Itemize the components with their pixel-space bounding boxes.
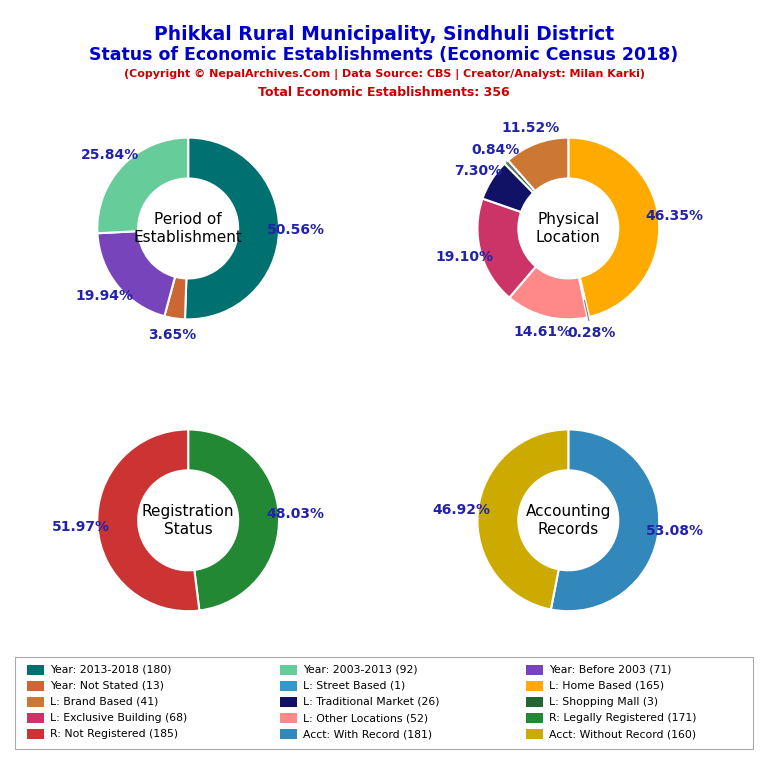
Text: 3.65%: 3.65%: [148, 327, 197, 342]
Wedge shape: [505, 161, 535, 193]
Text: 48.03%: 48.03%: [266, 507, 324, 521]
Wedge shape: [478, 199, 536, 298]
Wedge shape: [164, 276, 187, 319]
Text: 50.56%: 50.56%: [266, 223, 324, 237]
Text: L: Other Locations (52): L: Other Locations (52): [303, 713, 429, 723]
Wedge shape: [551, 429, 659, 611]
Text: Acct: Without Record (160): Acct: Without Record (160): [549, 729, 697, 740]
Wedge shape: [508, 137, 568, 191]
Text: 19.10%: 19.10%: [435, 250, 494, 263]
Text: 53.08%: 53.08%: [646, 524, 704, 538]
Text: 19.94%: 19.94%: [76, 289, 134, 303]
Text: L: Brand Based (41): L: Brand Based (41): [50, 697, 158, 707]
Text: 46.92%: 46.92%: [432, 503, 491, 517]
Text: L: Street Based (1): L: Street Based (1): [303, 680, 406, 691]
Text: R: Not Registered (185): R: Not Registered (185): [50, 729, 178, 740]
Text: 14.61%: 14.61%: [513, 326, 571, 339]
Text: (Copyright © NepalArchives.Com | Data Source: CBS | Creator/Analyst: Milan Karki: (Copyright © NepalArchives.Com | Data So…: [124, 69, 644, 80]
Text: 0.84%: 0.84%: [471, 143, 519, 174]
Wedge shape: [98, 137, 188, 233]
Text: Period of
Establishment: Period of Establishment: [134, 212, 243, 245]
Text: Accounting
Records: Accounting Records: [525, 504, 611, 537]
Wedge shape: [579, 277, 589, 317]
Text: 51.97%: 51.97%: [52, 520, 110, 534]
Wedge shape: [478, 429, 568, 610]
Wedge shape: [568, 137, 659, 317]
Text: Year: 2013-2018 (180): Year: 2013-2018 (180): [50, 664, 171, 675]
Wedge shape: [98, 429, 200, 611]
Text: Acct: With Record (181): Acct: With Record (181): [303, 729, 432, 740]
Text: Year: 2003-2013 (92): Year: 2003-2013 (92): [303, 664, 418, 675]
Text: Total Economic Establishments: 356: Total Economic Establishments: 356: [258, 86, 510, 99]
Wedge shape: [509, 266, 588, 319]
Text: Year: Before 2003 (71): Year: Before 2003 (71): [549, 664, 672, 675]
Text: L: Exclusive Building (68): L: Exclusive Building (68): [50, 713, 187, 723]
Text: Physical
Location: Physical Location: [536, 212, 601, 245]
Wedge shape: [482, 164, 533, 212]
Text: 25.84%: 25.84%: [81, 147, 140, 162]
Text: L: Traditional Market (26): L: Traditional Market (26): [303, 697, 440, 707]
Text: R: Legally Registered (171): R: Legally Registered (171): [549, 713, 697, 723]
Text: Year: Not Stated (13): Year: Not Stated (13): [50, 680, 164, 691]
Text: 46.35%: 46.35%: [646, 209, 703, 223]
Wedge shape: [188, 429, 279, 611]
Wedge shape: [185, 137, 279, 319]
Text: 0.28%: 0.28%: [568, 300, 616, 340]
Text: L: Shopping Mall (3): L: Shopping Mall (3): [549, 697, 658, 707]
Text: Registration
Status: Registration Status: [142, 504, 234, 537]
Text: 11.52%: 11.52%: [502, 121, 559, 135]
Wedge shape: [98, 231, 175, 316]
Text: Status of Economic Establishments (Economic Census 2018): Status of Economic Establishments (Econo…: [89, 46, 679, 64]
Text: 7.30%: 7.30%: [454, 164, 502, 178]
Text: Phikkal Rural Municipality, Sindhuli District: Phikkal Rural Municipality, Sindhuli Dis…: [154, 25, 614, 44]
Text: L: Home Based (165): L: Home Based (165): [549, 680, 664, 691]
